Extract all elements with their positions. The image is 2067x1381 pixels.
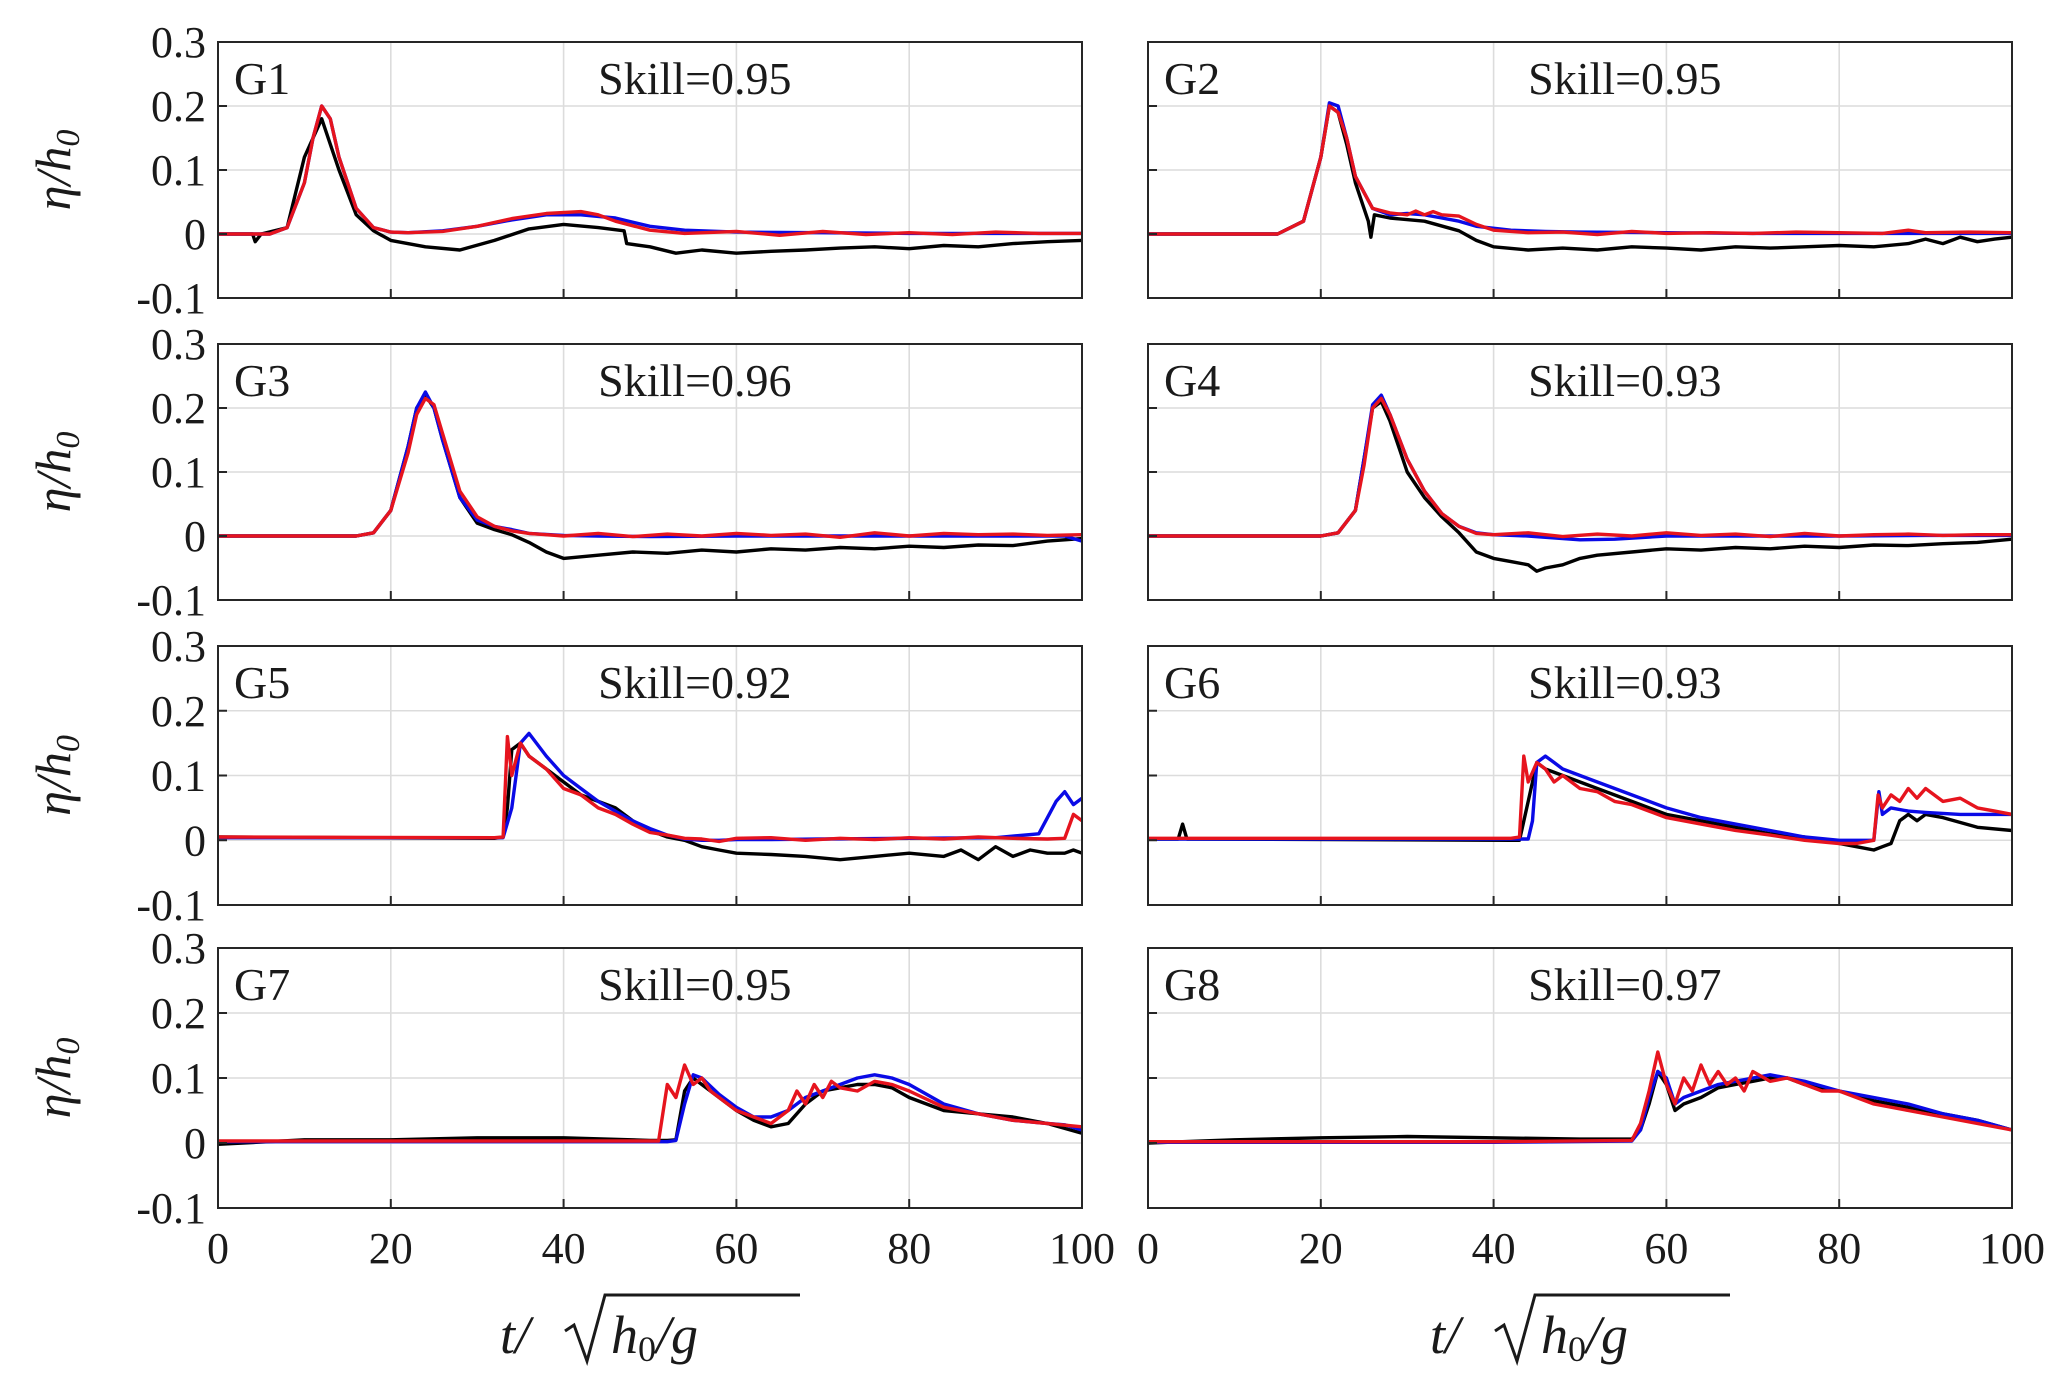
y-tick-label: -0.1 — [136, 274, 206, 323]
x-axis-label: t/h0/g — [1430, 1293, 1730, 1369]
skill-label: Skill=0.92 — [598, 657, 791, 708]
panel-g5: -0.1 0 0.1 0.2 0.3 η/h0 G5 Skill=0.92 — [25, 622, 1083, 930]
skill-label: Skill=0.96 — [598, 355, 791, 406]
panel-g1: -0.1 0 0.1 0.2 0.3 η/h0 G1 Skill=0.95 — [25, 18, 1083, 323]
series-line-red — [1148, 1050, 2012, 1144]
y-axis-label: η/h0 — [25, 735, 87, 816]
y-tick-label: 0.1 — [151, 1054, 206, 1103]
x-tick-label: 60 — [714, 1224, 758, 1273]
y-tick-label: 0 — [184, 210, 206, 259]
x-tick-label: 0 — [1137, 1224, 1159, 1273]
x-tick-label: 100 — [1979, 1224, 2045, 1273]
skill-label: Skill=0.93 — [1528, 657, 1721, 708]
series-line-black — [1148, 1069, 2012, 1145]
series-line-red — [218, 104, 1082, 238]
x-tick-label: 80 — [887, 1224, 931, 1273]
x-tick-label: 0 — [207, 1224, 229, 1273]
y-tick-label: 0.1 — [151, 448, 206, 497]
series-line-blue — [1148, 754, 2012, 842]
y-tick-label: 0.3 — [151, 18, 206, 67]
series-line-red — [218, 734, 1082, 844]
y-tick-label: 0 — [184, 512, 206, 561]
gauge-label: G6 — [1164, 657, 1220, 708]
y-tick-label: 0.2 — [151, 989, 206, 1038]
x-tick-label: 20 — [369, 1224, 413, 1273]
panel-g3: -0.1 0 0.1 0.2 0.3 η/h0 G3 Skill=0.96 — [25, 320, 1083, 625]
y-tick-label: 0.3 — [151, 320, 206, 369]
x-axis-label: t/h0/g — [500, 1293, 800, 1369]
skill-label: Skill=0.95 — [598, 53, 791, 104]
gauge-label: G1 — [234, 53, 290, 104]
gauge-label: G2 — [1164, 53, 1220, 104]
skill-label: Skill=0.95 — [1528, 53, 1721, 104]
x-tick-label: 60 — [1644, 1224, 1688, 1273]
y-tick-label: -0.1 — [136, 1184, 206, 1233]
y-tick-label: 0 — [184, 1119, 206, 1168]
x-tick-label: 100 — [1049, 1224, 1115, 1273]
radical-sign — [564, 1293, 800, 1366]
radical-sign — [1494, 1293, 1730, 1366]
x-label-t: t/ — [1430, 1305, 1465, 1365]
panel-g2: G2 Skill=0.95 — [1147, 41, 2013, 299]
series-line-red — [218, 396, 1082, 539]
x-tick-label: 40 — [542, 1224, 586, 1273]
y-tick-label: -0.1 — [136, 576, 206, 625]
gauge-label: G4 — [1164, 355, 1220, 406]
series-line-red — [218, 1063, 1082, 1143]
panel-g6: G6 Skill=0.93 — [1147, 645, 2013, 906]
panel-g4: G4 Skill=0.93 — [1147, 343, 2013, 601]
y-tick-label: 0.2 — [151, 687, 206, 736]
panel-g8: 0 20 40 60 80 100 t/h0/g G8 Skill=0.97 — [1137, 947, 2045, 1369]
x-tick-label: 20 — [1299, 1224, 1343, 1273]
y-tick-label: 0.1 — [151, 146, 206, 195]
x-tick-label: 80 — [1817, 1224, 1861, 1273]
y-axis-label: η/h0 — [25, 1038, 87, 1119]
y-tick-label: 0 — [184, 816, 206, 865]
gauge-label: G8 — [1164, 959, 1220, 1010]
skill-label: Skill=0.97 — [1528, 959, 1721, 1010]
series-line-red — [1148, 104, 2012, 237]
y-tick-label: 0.3 — [151, 622, 206, 671]
y-tick-label: 0.3 — [151, 924, 206, 973]
series-line-red — [1148, 396, 2012, 539]
series-line-black — [218, 1076, 1082, 1147]
y-tick-label: -0.1 — [136, 881, 206, 930]
x-label-radicand: h0/g — [611, 1305, 698, 1369]
gauge-label: G3 — [234, 355, 290, 406]
series-line-red — [1148, 754, 2012, 846]
x-tick-label: 40 — [1472, 1224, 1516, 1273]
gauge-label: G5 — [234, 657, 290, 708]
skill-label: Skill=0.93 — [1528, 355, 1721, 406]
y-axis-label: η/h0 — [25, 130, 87, 211]
y-tick-label: 0.1 — [151, 752, 206, 801]
x-label-radicand: h0/g — [1541, 1305, 1628, 1369]
gauge-label: G7 — [234, 959, 290, 1010]
y-tick-label: 0.2 — [151, 384, 206, 433]
x-label-t: t/ — [500, 1305, 535, 1365]
skill-label: Skill=0.95 — [598, 959, 791, 1010]
y-tick-label: 0.2 — [151, 82, 206, 131]
y-axis-label: η/h0 — [25, 432, 87, 513]
